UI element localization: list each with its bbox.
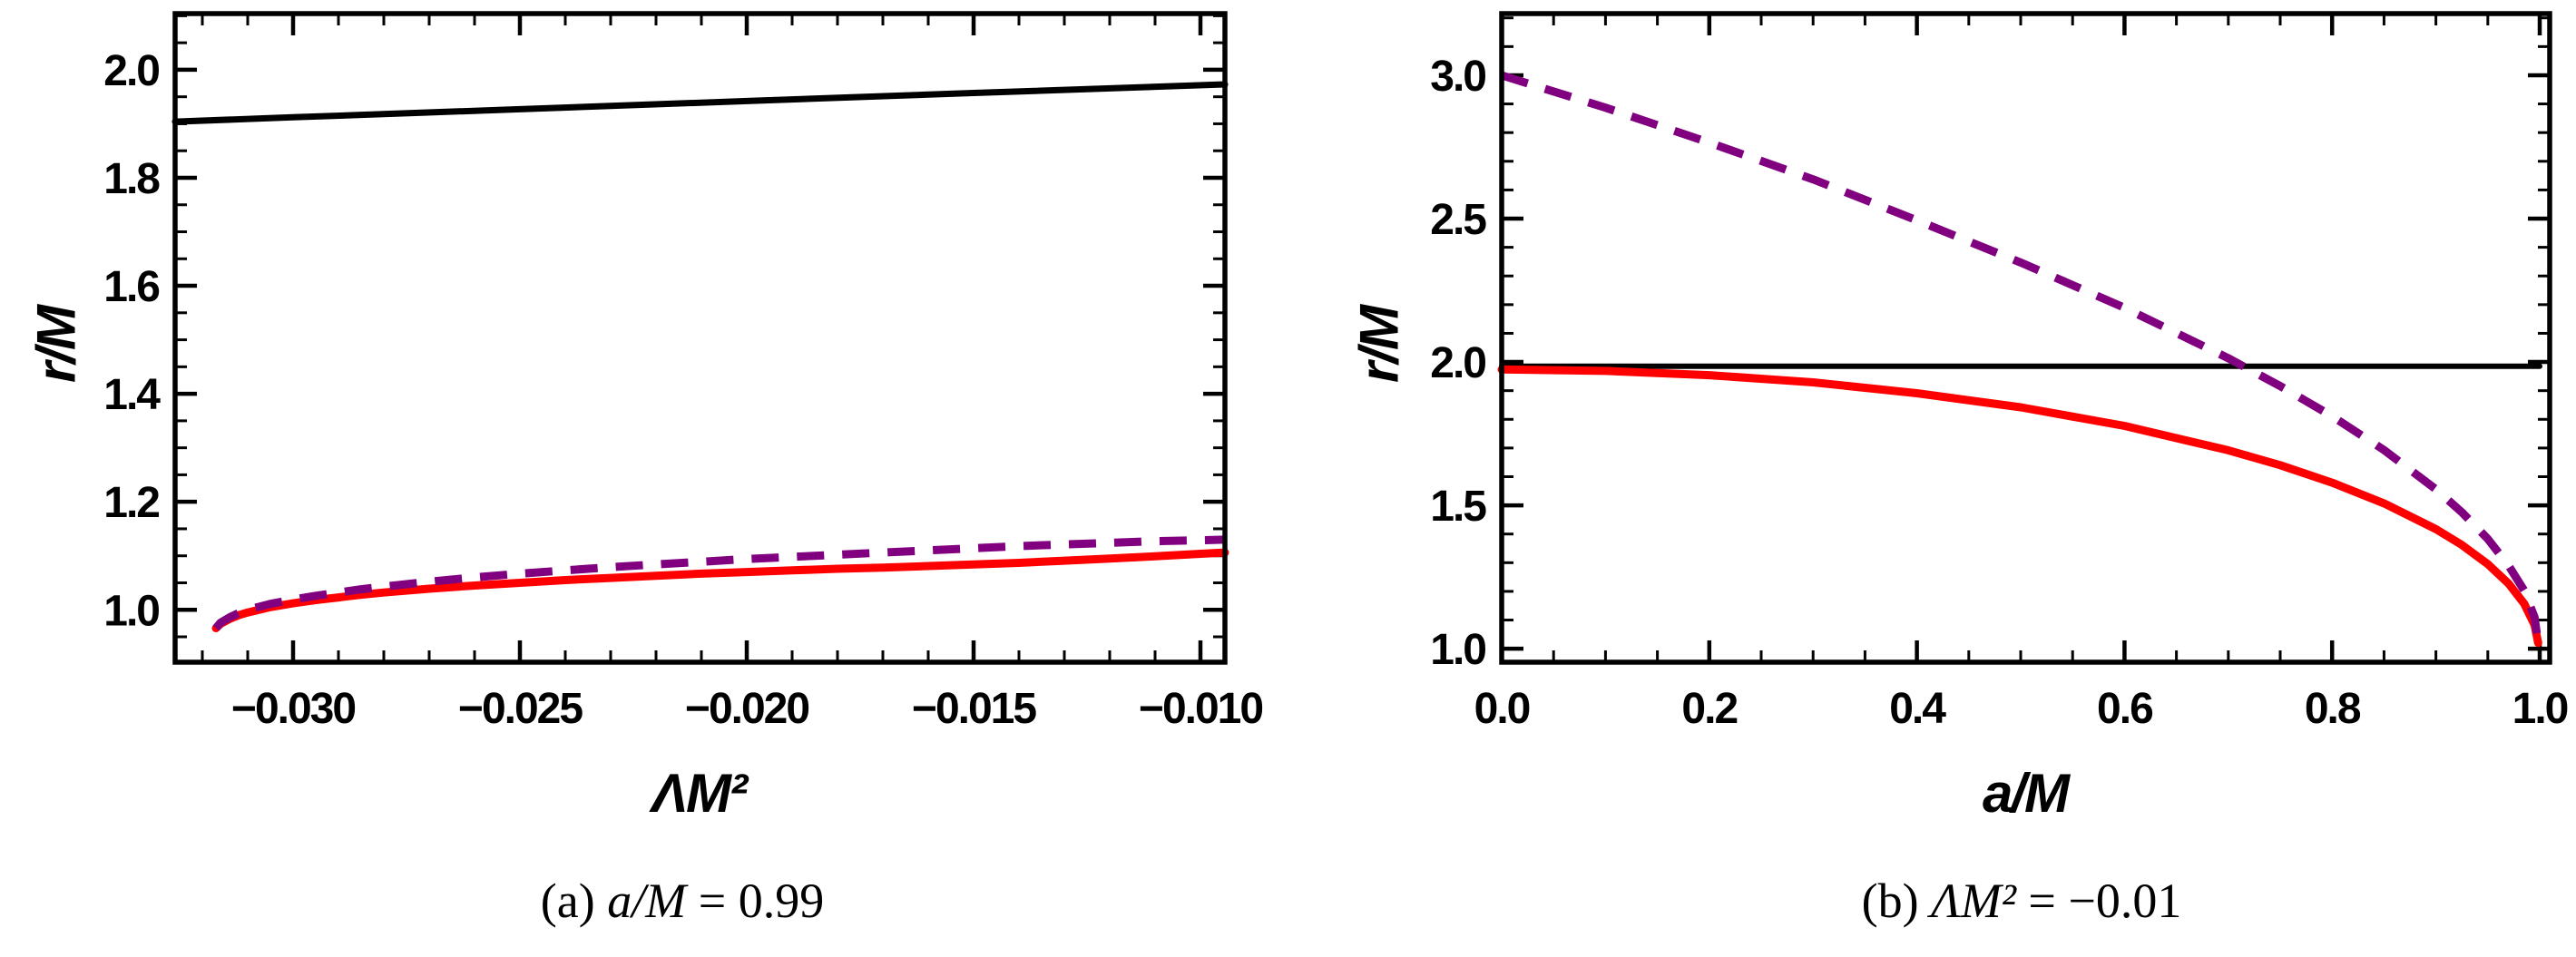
red-solid-curve xyxy=(1497,365,2542,648)
y-tick-label: 1.6 xyxy=(103,263,159,311)
y-tick-label: 1.2 xyxy=(103,479,159,527)
panel-b-plot: 0.0 0.2 0.4 0.6 0.8 1.0 1.0 1.5 2.0 2.5 3.0 xyxy=(1430,11,2570,733)
y-tick-label: 2.0 xyxy=(103,47,159,95)
x-tick-label: −0.030 xyxy=(231,685,355,733)
x-tick-label: 0.8 xyxy=(2305,685,2361,733)
y-tick-label: 3.0 xyxy=(1430,53,1485,101)
black-upper-line xyxy=(171,81,1229,125)
x-tick-label: 0.4 xyxy=(1889,685,1946,733)
y-tick-label: 1.5 xyxy=(1430,483,1486,531)
caption-b-value: = −0.01 xyxy=(2015,874,2182,928)
purple-dashed-curve xyxy=(212,535,1226,631)
x-tick-label: −0.020 xyxy=(685,685,808,733)
x-tick-label: 1.0 xyxy=(2512,685,2568,733)
caption-a-value: = 0.99 xyxy=(686,874,825,928)
x-tick-label: 0.6 xyxy=(2097,685,2152,733)
x-axis-label-panel-b: a/M xyxy=(1982,763,2070,824)
x-tick-label: −0.015 xyxy=(912,685,1036,733)
y-tick-label: 1.4 xyxy=(103,371,161,419)
plot-frame-a xyxy=(172,11,1228,665)
x-tick-label: 0.2 xyxy=(1681,685,1737,733)
plot-frame-b xyxy=(1499,11,2552,665)
panel-a-plot: −0.030 −0.025 −0.020 −0.015 −0.010 1.0 1.2 1.4 1… xyxy=(103,11,1264,733)
y-tick-label: 1.8 xyxy=(103,155,160,203)
purple-dashed-curve xyxy=(1500,71,2542,644)
caption-a-prefix: (a) xyxy=(540,874,608,928)
y-tick-label: 2.0 xyxy=(1430,339,1485,387)
x-axis-label-panel-a: ΛM² xyxy=(651,763,748,824)
caption-a-math: a/M xyxy=(607,874,687,928)
caption-b-prefix: (b) xyxy=(1861,874,1932,928)
caption-panel-a: (a) a/M = 0.99 xyxy=(541,873,824,929)
x-tick-label: −0.025 xyxy=(458,685,583,733)
caption-b-math: ΛM² xyxy=(1931,874,2016,928)
y-axis-label-panel-b: r/M xyxy=(1348,307,1410,383)
y-tick-label: 1.0 xyxy=(103,587,159,635)
x-tick-label: −0.010 xyxy=(1139,685,1262,733)
caption-panel-b: (b) ΛM² = −0.01 xyxy=(1862,873,2182,929)
y-axis-label-panel-a: r/M xyxy=(25,307,87,383)
y-tick-label: 1.0 xyxy=(1430,626,1485,674)
x-tick-label: 0.0 xyxy=(1474,685,1530,733)
y-tick-label: 2.5 xyxy=(1430,196,1486,244)
